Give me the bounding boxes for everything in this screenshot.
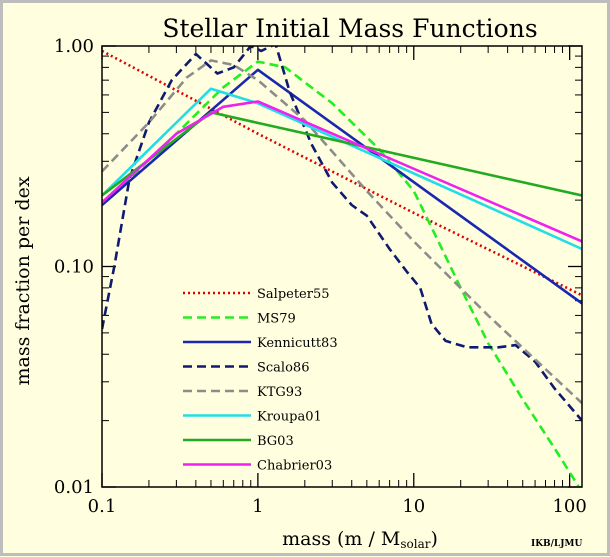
series-line-kennicutt83: [102, 68, 582, 305]
imf-chart: Stellar Initial Mass Functions mass frac…: [12, 14, 587, 551]
legend-label: BG03: [257, 434, 294, 449]
series-layer: [102, 46, 582, 487]
x-tick-label: 0.1: [88, 496, 117, 517]
legend-label: Kroupa01: [257, 410, 322, 425]
x-tick-label: 100: [552, 496, 586, 517]
y-tick-label: 1.00: [54, 36, 94, 57]
x-axis-label-subscript: solar: [400, 537, 430, 551]
y-tick-label: 0.01: [54, 477, 94, 498]
y-tick-label: 0.10: [54, 257, 94, 278]
x-tick-label: 10: [402, 496, 425, 517]
series-line-chabrier03: [102, 100, 582, 243]
legend-label: Chabrier03: [257, 459, 332, 474]
x-tick-label: 1: [252, 496, 263, 517]
series-line-ktg93: [102, 59, 582, 405]
chart-title: Stellar Initial Mass Functions: [162, 14, 537, 43]
credit-label: IKB/LJMU: [531, 539, 582, 549]
tick-labels: 0.1 1 10 100 0.01 0.10 1.00: [54, 36, 587, 517]
x-axis-label-close: ): [430, 528, 437, 550]
x-axis-label-main: mass (m / M: [282, 528, 400, 550]
plot-area-border: [101, 45, 583, 488]
legend: Salpeter55 MS79 Kennicutt83 Scalo86 KTG93 Kro…: [183, 287, 338, 474]
legend-label: MS79: [257, 312, 296, 327]
legend-label: Kennicutt83: [257, 336, 338, 351]
y-axis-label: mass fraction per dex: [12, 176, 34, 385]
series-line-scalo86: [102, 46, 582, 422]
series-line-kroupa01: [102, 87, 582, 251]
x-axis-label: mass (m / Msolar): [282, 528, 438, 551]
legend-label: Scalo86: [257, 361, 309, 376]
series-line-salpeter55: [102, 49, 582, 297]
legend-label: Salpeter55: [257, 287, 330, 302]
legend-label: KTG93: [257, 385, 302, 400]
